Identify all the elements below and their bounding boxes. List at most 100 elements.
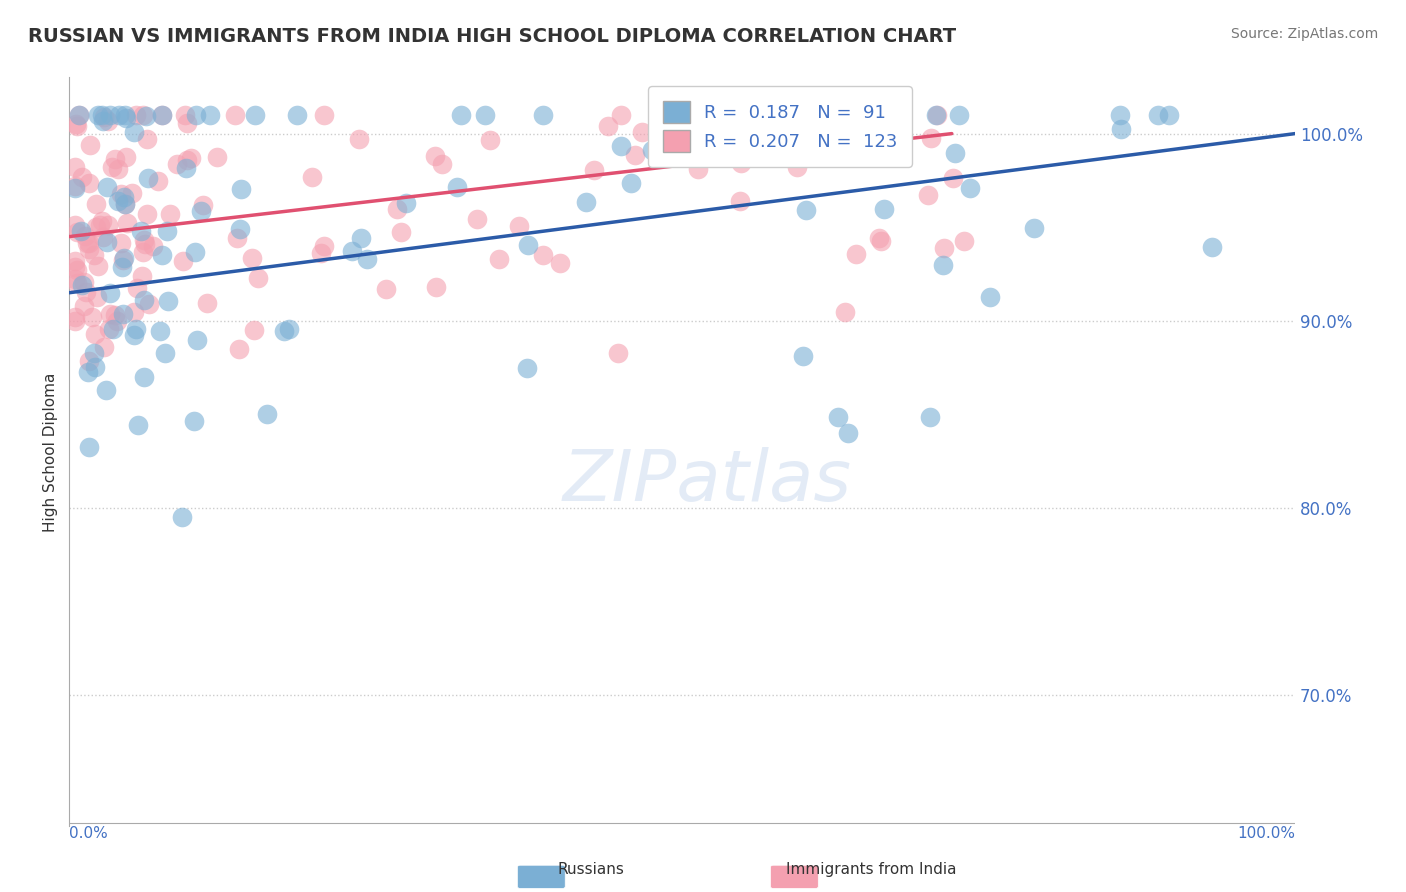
Point	[1024, 221, 1046, 235]
Point	[142, 239, 165, 253]
Point	[869, 231, 891, 245]
Point	[112, 252, 135, 266]
Point	[193, 198, 215, 212]
Point	[114, 196, 136, 211]
Point	[97, 113, 120, 128]
Point	[450, 108, 472, 122]
Point	[243, 108, 266, 122]
Point	[65, 179, 87, 194]
Point	[229, 182, 252, 196]
Point	[256, 407, 278, 421]
Point	[65, 117, 87, 131]
Point	[93, 110, 115, 124]
Point	[917, 187, 939, 202]
Point	[83, 346, 105, 360]
Point	[190, 204, 212, 219]
Point	[478, 133, 501, 147]
Point	[786, 160, 808, 174]
Point	[610, 108, 633, 122]
Legend: R =  0.187   N =  91, R =  0.207   N =  123: R = 0.187 N = 91, R = 0.207 N = 123	[648, 87, 912, 167]
Point	[132, 293, 155, 307]
Point	[131, 268, 153, 283]
Point	[135, 207, 157, 221]
Point	[488, 252, 510, 266]
Point	[312, 108, 335, 122]
Point	[104, 308, 127, 322]
Point	[65, 161, 87, 175]
Point	[150, 108, 173, 122]
Point	[172, 509, 194, 524]
Point	[582, 163, 605, 178]
Point	[111, 260, 134, 275]
Point	[432, 156, 454, 170]
Point	[65, 314, 87, 328]
Point	[122, 125, 145, 139]
Point	[423, 149, 446, 163]
Point	[146, 174, 169, 188]
Point	[115, 111, 138, 125]
Point	[77, 242, 100, 256]
Point	[84, 220, 107, 235]
Point	[356, 252, 378, 266]
Point	[83, 326, 105, 341]
Point	[610, 138, 633, 153]
Text: 0.0%: 0.0%	[69, 826, 108, 841]
Point	[127, 417, 149, 432]
Point	[508, 219, 530, 234]
Point	[173, 108, 195, 122]
Point	[395, 195, 418, 210]
Point	[153, 346, 176, 360]
Text: Russians: Russians	[557, 863, 624, 877]
Point	[744, 108, 766, 122]
Point	[834, 305, 856, 319]
Point	[925, 108, 948, 122]
Point	[385, 202, 408, 216]
Point	[122, 328, 145, 343]
Point	[176, 115, 198, 129]
Point	[132, 244, 155, 259]
Point	[533, 108, 555, 122]
Point	[70, 224, 93, 238]
Point	[65, 276, 87, 290]
Point	[91, 230, 114, 244]
Point	[121, 186, 143, 200]
Point	[686, 162, 709, 177]
Point	[837, 426, 859, 441]
Point	[309, 245, 332, 260]
Text: ZIPatlas: ZIPatlas	[562, 447, 851, 516]
Point	[110, 186, 132, 201]
Point	[83, 359, 105, 374]
Point	[70, 169, 93, 184]
Point	[134, 237, 156, 252]
Point	[91, 213, 114, 227]
Point	[87, 259, 110, 273]
Point	[97, 219, 120, 233]
Point	[287, 108, 309, 122]
Point	[446, 179, 468, 194]
Point	[122, 304, 145, 318]
Point	[728, 194, 751, 208]
Point	[132, 108, 155, 122]
Point	[873, 202, 896, 216]
Point	[794, 202, 817, 217]
Point	[730, 156, 752, 170]
Point	[920, 131, 942, 145]
Point	[76, 235, 98, 250]
Point	[66, 263, 89, 277]
Point	[229, 222, 252, 236]
Point	[979, 290, 1001, 304]
Point	[125, 108, 148, 122]
Point	[77, 365, 100, 379]
Point	[631, 125, 654, 139]
Point	[129, 224, 152, 238]
Point	[301, 170, 323, 185]
Point	[932, 258, 955, 272]
Point	[150, 248, 173, 262]
Point	[149, 324, 172, 338]
Point	[1201, 240, 1223, 254]
Point	[312, 239, 335, 253]
Point	[870, 115, 893, 129]
Point	[75, 285, 97, 299]
Point	[882, 108, 904, 122]
Point	[73, 275, 96, 289]
